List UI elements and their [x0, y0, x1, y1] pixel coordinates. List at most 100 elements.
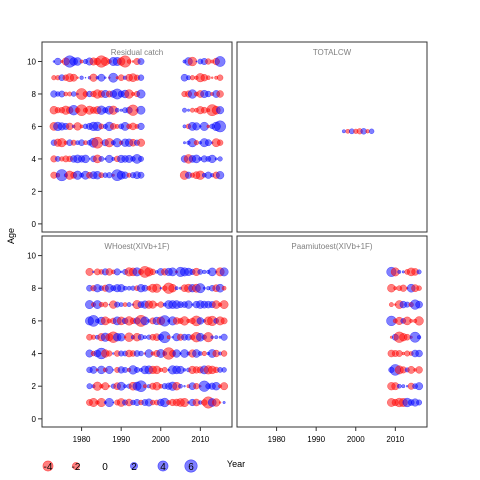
residual-point	[193, 140, 199, 146]
panel-frame	[236, 41, 428, 233]
legend: -4 -2 0 2 4 6	[42, 459, 198, 473]
residual-point	[138, 155, 144, 162]
residual-point	[215, 171, 225, 180]
residual-point	[119, 270, 123, 274]
residual-point	[112, 352, 115, 355]
residual-point	[214, 157, 218, 161]
residual-point	[397, 383, 402, 389]
residual-point	[108, 384, 111, 388]
residual-point	[210, 335, 214, 339]
residual-point	[216, 139, 224, 146]
residual-point	[221, 285, 227, 291]
panel-title: Residual catch	[111, 48, 163, 57]
y-tick-label: 6	[32, 122, 37, 131]
panel-1: Residual catch	[41, 41, 233, 233]
residual-point	[415, 349, 423, 358]
residual-point	[395, 350, 403, 357]
y-tick-label: 6	[32, 317, 37, 326]
residual-point	[136, 105, 146, 115]
y-tick-label: 8	[32, 284, 37, 293]
legend-label: -2	[72, 462, 81, 473]
residual-point	[112, 369, 115, 371]
residual-point	[202, 286, 206, 290]
legend-bubble	[72, 462, 80, 470]
residual-point	[138, 350, 144, 357]
y-tick-label: 2	[32, 187, 37, 196]
residual-point	[112, 401, 115, 404]
legend-bubble	[157, 460, 169, 472]
x-tick-label: 2010	[191, 435, 209, 444]
panel-4: Paamiutoest(XIVb+1F)	[236, 235, 428, 428]
legend-label: 4	[160, 462, 166, 473]
residual-point	[401, 384, 406, 389]
panel-title: TOTALCW	[313, 48, 352, 57]
residual-point	[217, 156, 223, 162]
y-tick-label: 0	[32, 220, 37, 229]
residual-point	[114, 107, 120, 113]
residual-point	[137, 74, 145, 81]
residual-point	[137, 58, 145, 65]
residual-point	[86, 383, 93, 390]
residual-point	[88, 158, 91, 160]
x-tick-label: 2000	[152, 435, 170, 444]
residual-point	[134, 366, 140, 373]
residual-point	[182, 107, 187, 113]
residual-point	[415, 366, 423, 374]
residual-point	[137, 171, 145, 179]
residual-point	[136, 89, 146, 99]
residual-point	[182, 124, 187, 129]
residual-point	[122, 285, 128, 291]
legend-label: 2	[131, 462, 137, 473]
panel-title: Paamiutoest(XIVb+1F)	[291, 242, 372, 251]
residual-point	[101, 382, 110, 391]
residual-point	[105, 365, 114, 374]
residual-point	[149, 268, 156, 276]
residual-point	[85, 267, 94, 276]
residual-point	[98, 156, 105, 162]
y-tick-label: 10	[27, 252, 36, 261]
legend-bubble	[42, 460, 54, 472]
y-axis-label: Age	[6, 228, 16, 244]
x-tick-label: 1990	[112, 435, 130, 444]
residual-point	[102, 301, 109, 308]
panel-frame	[41, 41, 233, 233]
panel-title: WHoest(XIVb+1F)	[104, 242, 169, 251]
residual-point	[142, 335, 147, 340]
residual-point	[69, 73, 78, 82]
residual-point	[219, 300, 229, 309]
residual-point	[204, 139, 212, 147]
residual-point	[137, 122, 145, 131]
residual-point	[189, 75, 195, 81]
residual-point	[416, 269, 422, 275]
residual-point	[220, 317, 228, 325]
residual-point	[97, 73, 106, 82]
residual-point	[416, 285, 422, 291]
residual-point	[220, 382, 229, 391]
residual-point	[195, 60, 198, 63]
residual-point	[161, 366, 168, 373]
residual-point	[222, 400, 226, 405]
residual-point	[415, 300, 423, 309]
residual-point	[174, 286, 179, 291]
x-tick-label: 1980	[73, 435, 91, 444]
residual-point	[216, 106, 225, 115]
residual-point	[104, 76, 107, 79]
residual-point	[202, 269, 207, 275]
residual-point	[183, 384, 186, 388]
residual-point	[126, 302, 132, 308]
x-tick-label: 2000	[347, 435, 365, 444]
residual-point	[397, 269, 402, 274]
x-tick-label: 2010	[386, 435, 404, 444]
y-tick-label: 4	[32, 155, 37, 164]
legend-bubble	[130, 462, 138, 470]
residual-point	[216, 90, 224, 98]
residual-point	[118, 302, 124, 307]
residual-point	[113, 268, 121, 276]
residual-point	[221, 367, 227, 373]
residual-point	[218, 401, 222, 404]
residual-point	[187, 56, 198, 67]
residual-point	[210, 76, 214, 79]
residual-point	[159, 286, 163, 290]
residual-point	[220, 350, 228, 357]
residual-point	[54, 57, 62, 66]
